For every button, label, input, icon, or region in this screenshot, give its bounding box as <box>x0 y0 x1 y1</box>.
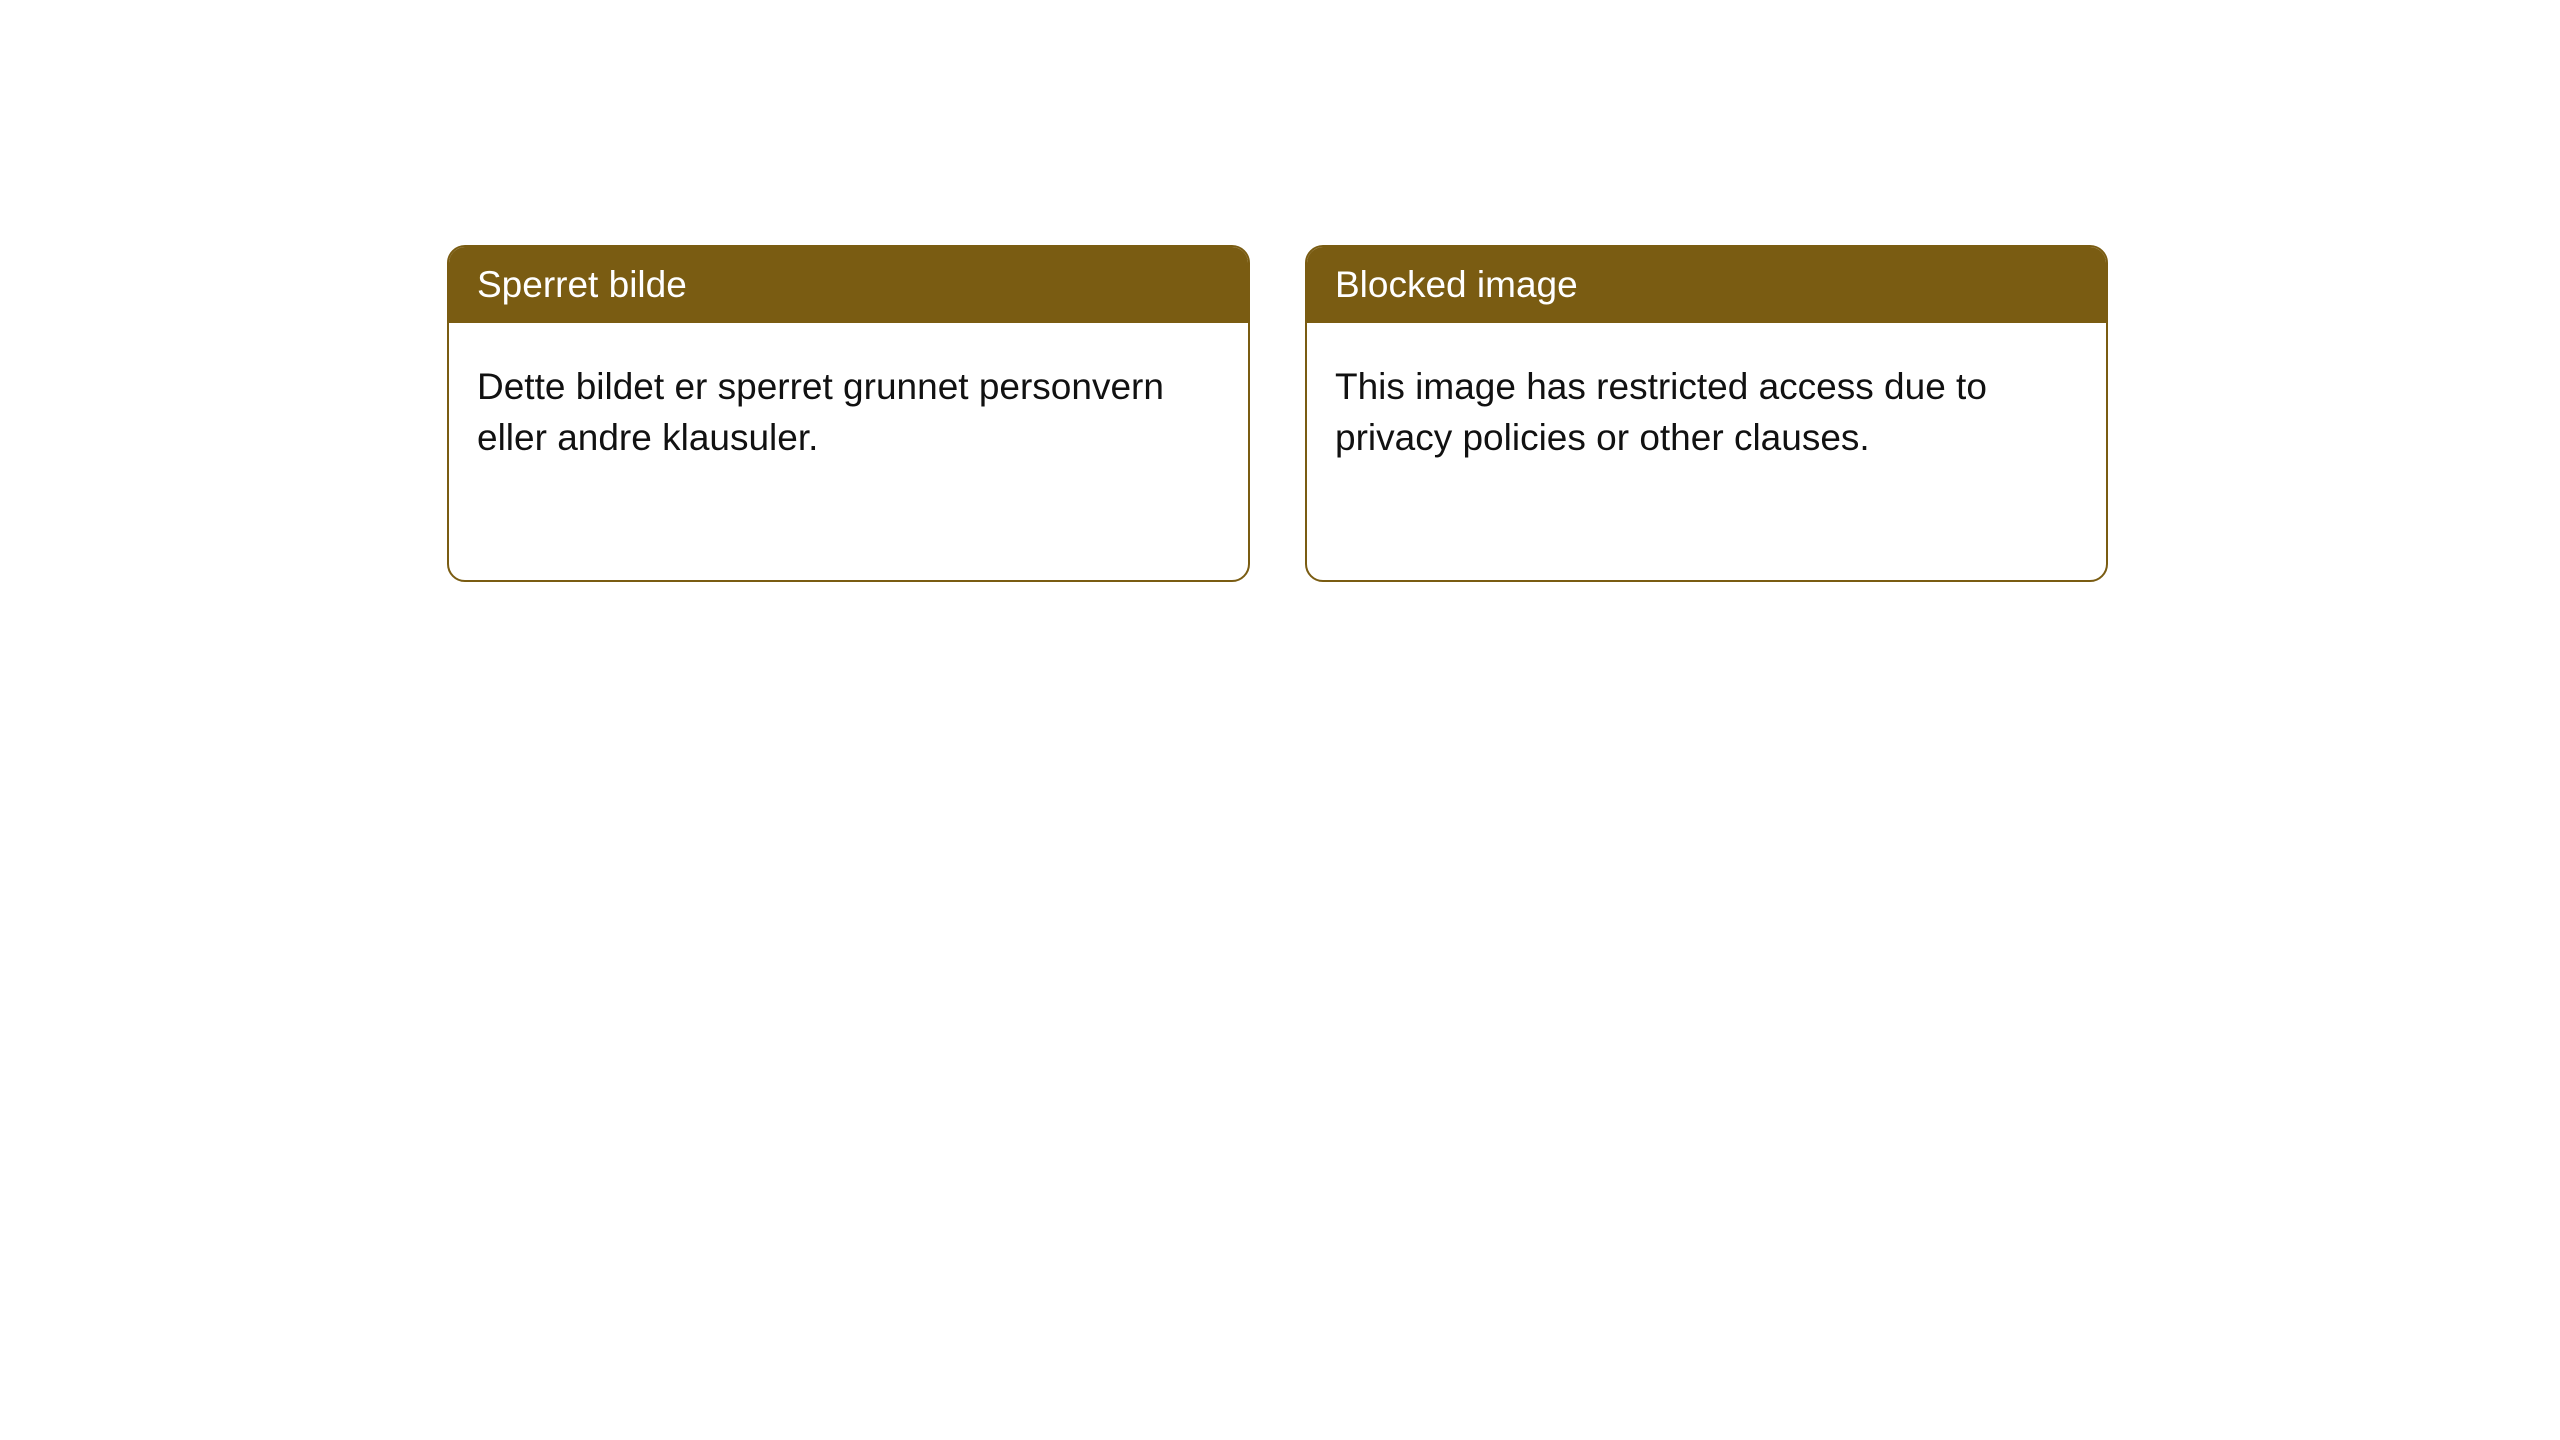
blocked-image-card-english: Blocked image This image has restricted … <box>1305 245 2108 582</box>
card-body-english: This image has restricted access due to … <box>1307 323 2106 501</box>
card-body-norwegian: Dette bildet er sperret grunnet personve… <box>449 323 1248 501</box>
card-header-english: Blocked image <box>1307 247 2106 323</box>
notice-container: Sperret bilde Dette bildet er sperret gr… <box>447 245 2108 582</box>
card-header-norwegian: Sperret bilde <box>449 247 1248 323</box>
blocked-image-card-norwegian: Sperret bilde Dette bildet er sperret gr… <box>447 245 1250 582</box>
